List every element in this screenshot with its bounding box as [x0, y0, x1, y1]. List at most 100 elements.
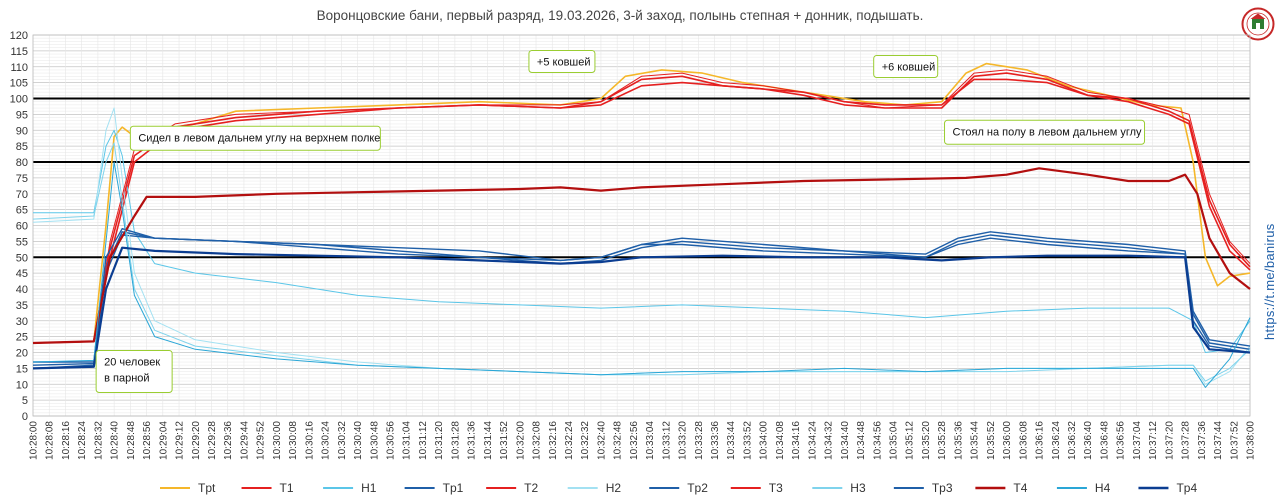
x-tick-label: 10:35:20 — [921, 421, 932, 460]
x-tick-label: 10:29:04 — [158, 421, 169, 460]
x-tick-label: 10:35:44 — [970, 421, 981, 460]
x-tick-label: 10:31:44 — [483, 421, 494, 460]
x-tick-label: 10:36:08 — [1018, 421, 1029, 460]
x-tick-label: 10:34:48 — [856, 421, 867, 460]
y-tick-label: 85 — [16, 141, 28, 153]
y-tick-label: 20 — [16, 348, 28, 360]
x-tick-label: 10:31:52 — [499, 421, 510, 460]
x-tick-label: 10:37:20 — [1164, 421, 1175, 460]
x-tick-label: 10:28:48 — [126, 421, 137, 460]
y-tick-label: 60 — [16, 221, 28, 233]
y-tick-label: 45 — [16, 268, 28, 280]
banya-seal-logo — [1241, 7, 1275, 41]
series-line-tp4 — [32, 246, 1251, 370]
annotation-box — [95, 350, 173, 393]
x-tick-label: 10:35:52 — [986, 421, 997, 460]
annotation-layer: +5 ковшей +6 ковшей Сидел в левом дальнем … — [95, 50, 1146, 393]
x-tick-label: 10:33:04 — [645, 421, 656, 460]
x-tick-label: 10:29:28 — [207, 421, 218, 460]
annotation-text: 20 человек — [104, 357, 160, 369]
legend-label: H1 — [361, 481, 377, 495]
y-tick-label: 80 — [16, 157, 28, 169]
x-tick-label: 10:32:00 — [515, 421, 526, 460]
annotation-text: +5 ковшей — [537, 57, 591, 69]
x-tick-label: 10:37:44 — [1213, 421, 1224, 460]
annotation-text: Сидел в левом дальнем углу на верхнем по… — [138, 132, 380, 144]
x-tick-label: 10:34:16 — [791, 421, 802, 460]
x-tick-label: 10:30:24 — [321, 421, 332, 460]
legend-item-h3: H3 — [812, 481, 866, 495]
legend-item-h2: H2 — [567, 481, 621, 495]
y-tick-label: 70 — [16, 189, 28, 201]
series-line-tp3 — [33, 228, 1251, 363]
legend-item-t3: T3 — [730, 481, 783, 495]
x-tick-label: 10:36:56 — [1116, 421, 1127, 460]
annotation-callout: Стоял на полу в левом дальнем углу — [944, 119, 1146, 145]
plot-area-frame — [32, 34, 1251, 417]
chart-title: Воронцовские бани, первый разряд, 19.03.… — [316, 8, 924, 23]
y-tick-label: 35 — [16, 300, 28, 312]
x-tick-label: 10:31:28 — [450, 421, 461, 460]
grid-layer — [32, 34, 1251, 417]
series-line-h4 — [32, 161, 1251, 388]
y-tick-label: 90 — [16, 125, 28, 137]
legend-item-tp4: Tp4 — [1138, 481, 1197, 495]
annotation-box — [129, 125, 381, 151]
x-tick-label: 10:28:24 — [77, 421, 88, 460]
x-tick-label: 10:29:12 — [175, 421, 186, 460]
x-tick-label: 10:31:36 — [467, 421, 478, 460]
y-tick-label: 55 — [16, 236, 28, 248]
axis-layer: 0 5 10 15 20 25 30 35 40 45 50 55 60 65 70 75 80 85 90 95 10… — [10, 30, 1257, 460]
x-tick-label: 10:34:32 — [824, 421, 835, 460]
x-tick-label: 10:34:40 — [840, 421, 851, 460]
annotation-box — [873, 55, 939, 78]
legend-label: Tp4 — [1176, 481, 1197, 495]
y-tick-label: 100 — [10, 94, 28, 106]
y-tick-label: 50 — [16, 252, 28, 264]
x-tick-label: 10:31:12 — [418, 421, 429, 460]
x-tick-label: 10:35:04 — [889, 421, 900, 460]
x-tick-label: 10:34:08 — [775, 421, 786, 460]
x-tick-label: 10:38:00 — [1246, 421, 1257, 460]
x-tick-label: 10:33:36 — [710, 421, 721, 460]
x-tick-label: 10:32:24 — [564, 421, 575, 460]
legend-item-tp3: Tp3 — [893, 481, 953, 495]
legend-label: T4 — [1013, 481, 1027, 495]
y-tick-label: 120 — [10, 30, 28, 42]
x-tick-label: 10:36:16 — [1035, 421, 1046, 460]
series-line-t3 — [32, 69, 1251, 344]
y-tick-label: 25 — [16, 332, 28, 344]
x-tick-label: 10:36:24 — [1051, 421, 1062, 460]
x-tick-label: 10:33:20 — [678, 421, 689, 460]
x-tick-label: 10:32:56 — [629, 421, 640, 460]
x-tick-label: 10:32:16 — [548, 421, 559, 460]
x-tick-label: 10:34:24 — [807, 421, 818, 460]
annotation-callout: +5 ковшей — [528, 50, 596, 73]
annotation-text: +6 ковшей — [882, 62, 936, 74]
y-tick-label: 65 — [16, 205, 28, 217]
y-tick-label: 5 — [22, 395, 28, 407]
legend-layer: Tpt T1 H1 Tp1 T2 H2 Tp2 T3 H3 Tp3 T4 H4 Tp4 — [160, 481, 1197, 495]
y-tick-label: 75 — [16, 173, 28, 185]
legend-item-h1: H1 — [323, 481, 377, 495]
x-tick-label: 10:28:40 — [110, 421, 121, 460]
x-tick-label: 10:28:32 — [93, 421, 104, 460]
x-tick-label: 10:37:28 — [1181, 421, 1192, 460]
annotation-box — [528, 50, 596, 73]
series-line-h1 — [33, 129, 1251, 353]
legend-item-t1: T1 — [241, 481, 294, 495]
x-tick-label: 10:29:44 — [239, 421, 250, 460]
series-line-t4 — [32, 167, 1251, 345]
series-line-t2 — [32, 72, 1251, 344]
legend-label: H3 — [850, 481, 866, 495]
y-tick-label: 0 — [22, 411, 28, 423]
x-tick-label: 10:36:40 — [1083, 421, 1094, 460]
legend-item-t4: T4 — [975, 481, 1028, 495]
x-tick-label: 10:37:36 — [1197, 421, 1208, 460]
x-tick-label: 10:35:12 — [905, 421, 916, 460]
annotation-callout: 20 человек в парной — [95, 350, 173, 393]
annotation-callout: +6 ковшей — [873, 55, 939, 78]
legend-item-h4: H4 — [1056, 481, 1111, 495]
